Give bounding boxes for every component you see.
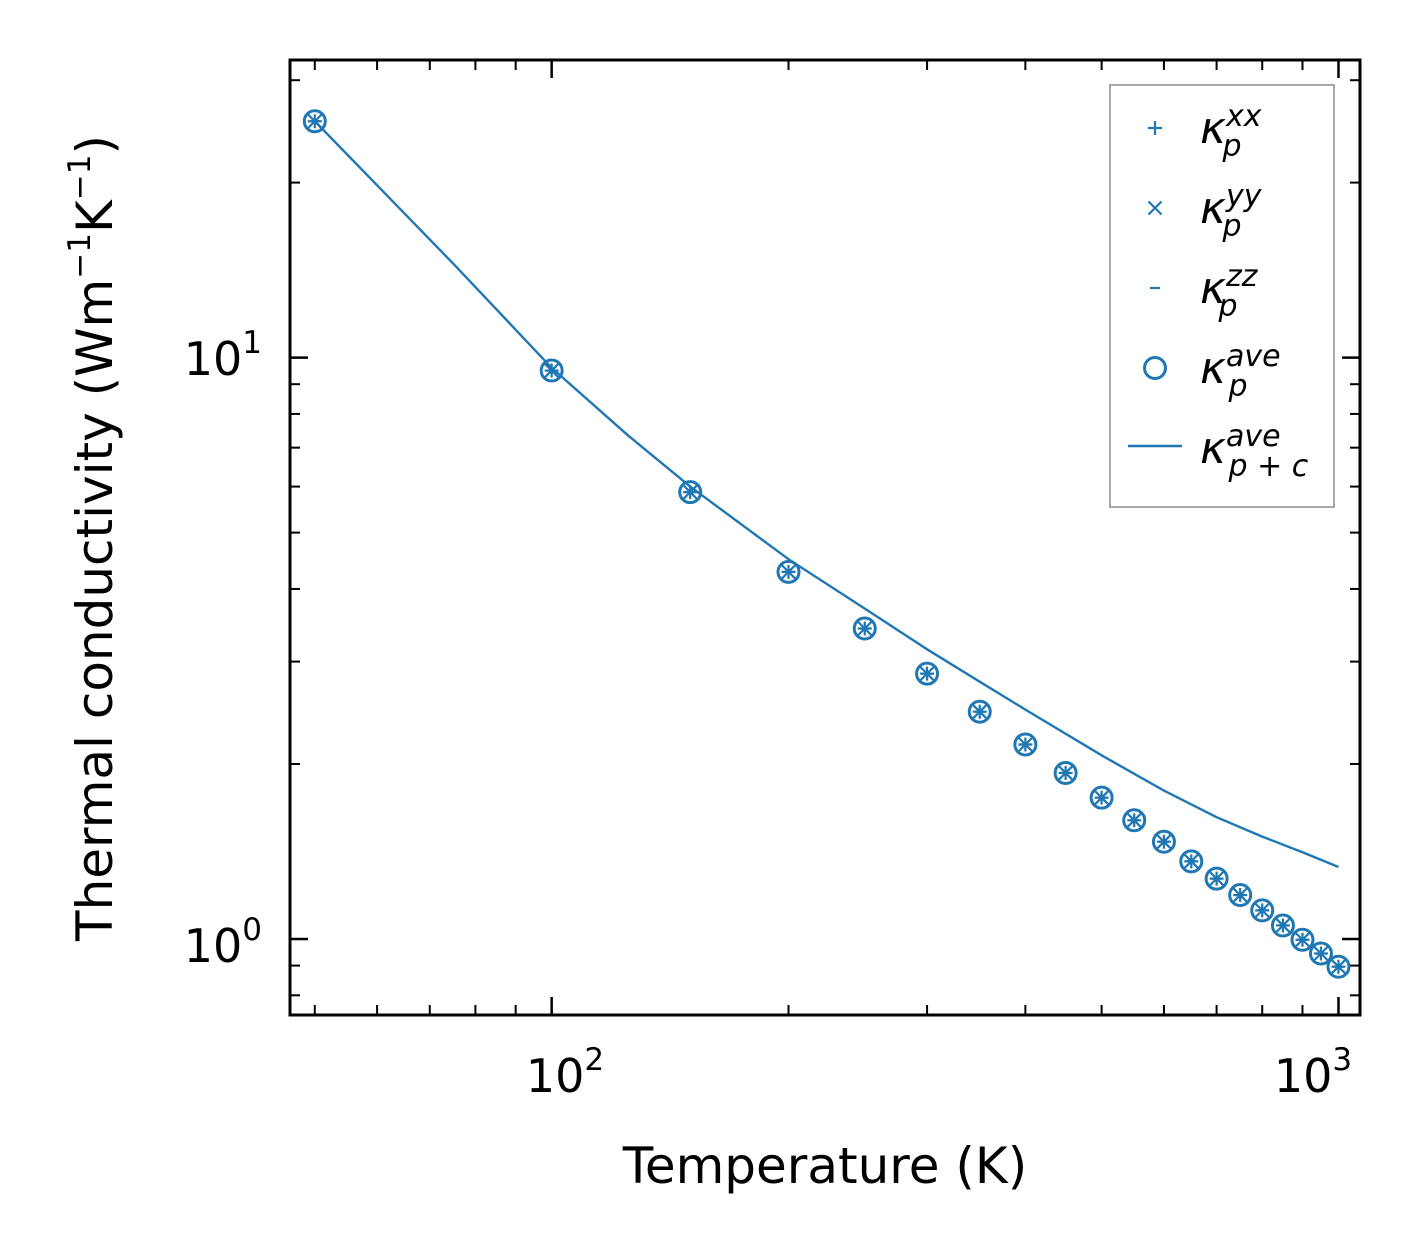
y-tick-label-1: 100 bbox=[184, 912, 262, 973]
series-kappa_p_ave bbox=[302, 109, 1351, 979]
legend-frame bbox=[1109, 84, 1335, 508]
point-kappa_p_ave bbox=[1089, 785, 1114, 810]
legend-label-ave: κave p bbox=[1200, 339, 1281, 404]
point-kappa_p_ave bbox=[1270, 913, 1295, 938]
point-kappa_p_ave bbox=[302, 109, 327, 134]
point-kappa_p_ave bbox=[1122, 808, 1147, 833]
point-kappa_p_ave bbox=[1308, 941, 1333, 966]
minor-ticks bbox=[290, 60, 1360, 1015]
series-kappa_p_zz bbox=[309, 120, 1344, 968]
point-kappa_p_ave bbox=[1250, 898, 1275, 923]
legend-label-xx: κxx p bbox=[1200, 99, 1262, 164]
point-kappa_p_ave bbox=[852, 616, 877, 641]
point-kappa_p_ave bbox=[1326, 954, 1351, 979]
legend-label-zz: κzz p bbox=[1200, 259, 1259, 324]
legend-marker-kappa_p_ave bbox=[1143, 356, 1167, 380]
point-kappa_p_ave bbox=[1290, 927, 1315, 952]
x-tick-label-1000: 103 bbox=[1274, 1042, 1352, 1103]
y-tick-label-10: 101 bbox=[184, 325, 262, 386]
x-axis-label: Temperature (K) bbox=[622, 1137, 1027, 1195]
point-kappa_p_ave bbox=[539, 358, 564, 383]
legend-label-yy: κyy p bbox=[1200, 179, 1263, 244]
point-kappa_p_ave bbox=[1228, 883, 1253, 908]
point-kappa_p_ave bbox=[967, 699, 992, 724]
point-kappa_p_ave bbox=[1053, 760, 1078, 785]
plot-frame bbox=[288, 58, 1362, 1017]
legend-marker-kappa_p_yy bbox=[1147, 200, 1163, 216]
legend-markers bbox=[1128, 121, 1182, 448]
y-axis-label: Thermal conductivity (Wm−1K−1) bbox=[62, 135, 124, 942]
series-kappa_pc_ave bbox=[313, 120, 1339, 869]
series-layer bbox=[302, 109, 1351, 979]
point-kappa_p_ave bbox=[915, 661, 940, 686]
point-kappa_p_ave bbox=[1151, 829, 1176, 854]
point-kappa_p_ave bbox=[1204, 866, 1229, 891]
legend-label-pc-ave: κave p + c bbox=[1200, 419, 1309, 484]
major-ticks bbox=[290, 60, 1360, 1015]
line-kappa_pc_ave bbox=[313, 120, 1339, 869]
point-kappa_p_ave bbox=[678, 480, 703, 505]
point-kappa_p_ave bbox=[776, 559, 801, 584]
legend-marker-kappa_p_xx bbox=[1148, 121, 1162, 135]
legend: κxx p κyy p κzz p κave p κave p + c bbox=[1109, 84, 1335, 508]
point-kappa_p_ave bbox=[1013, 732, 1038, 757]
x-tick-label-100: 102 bbox=[526, 1042, 604, 1103]
point-kappa_p_ave bbox=[1179, 849, 1204, 874]
